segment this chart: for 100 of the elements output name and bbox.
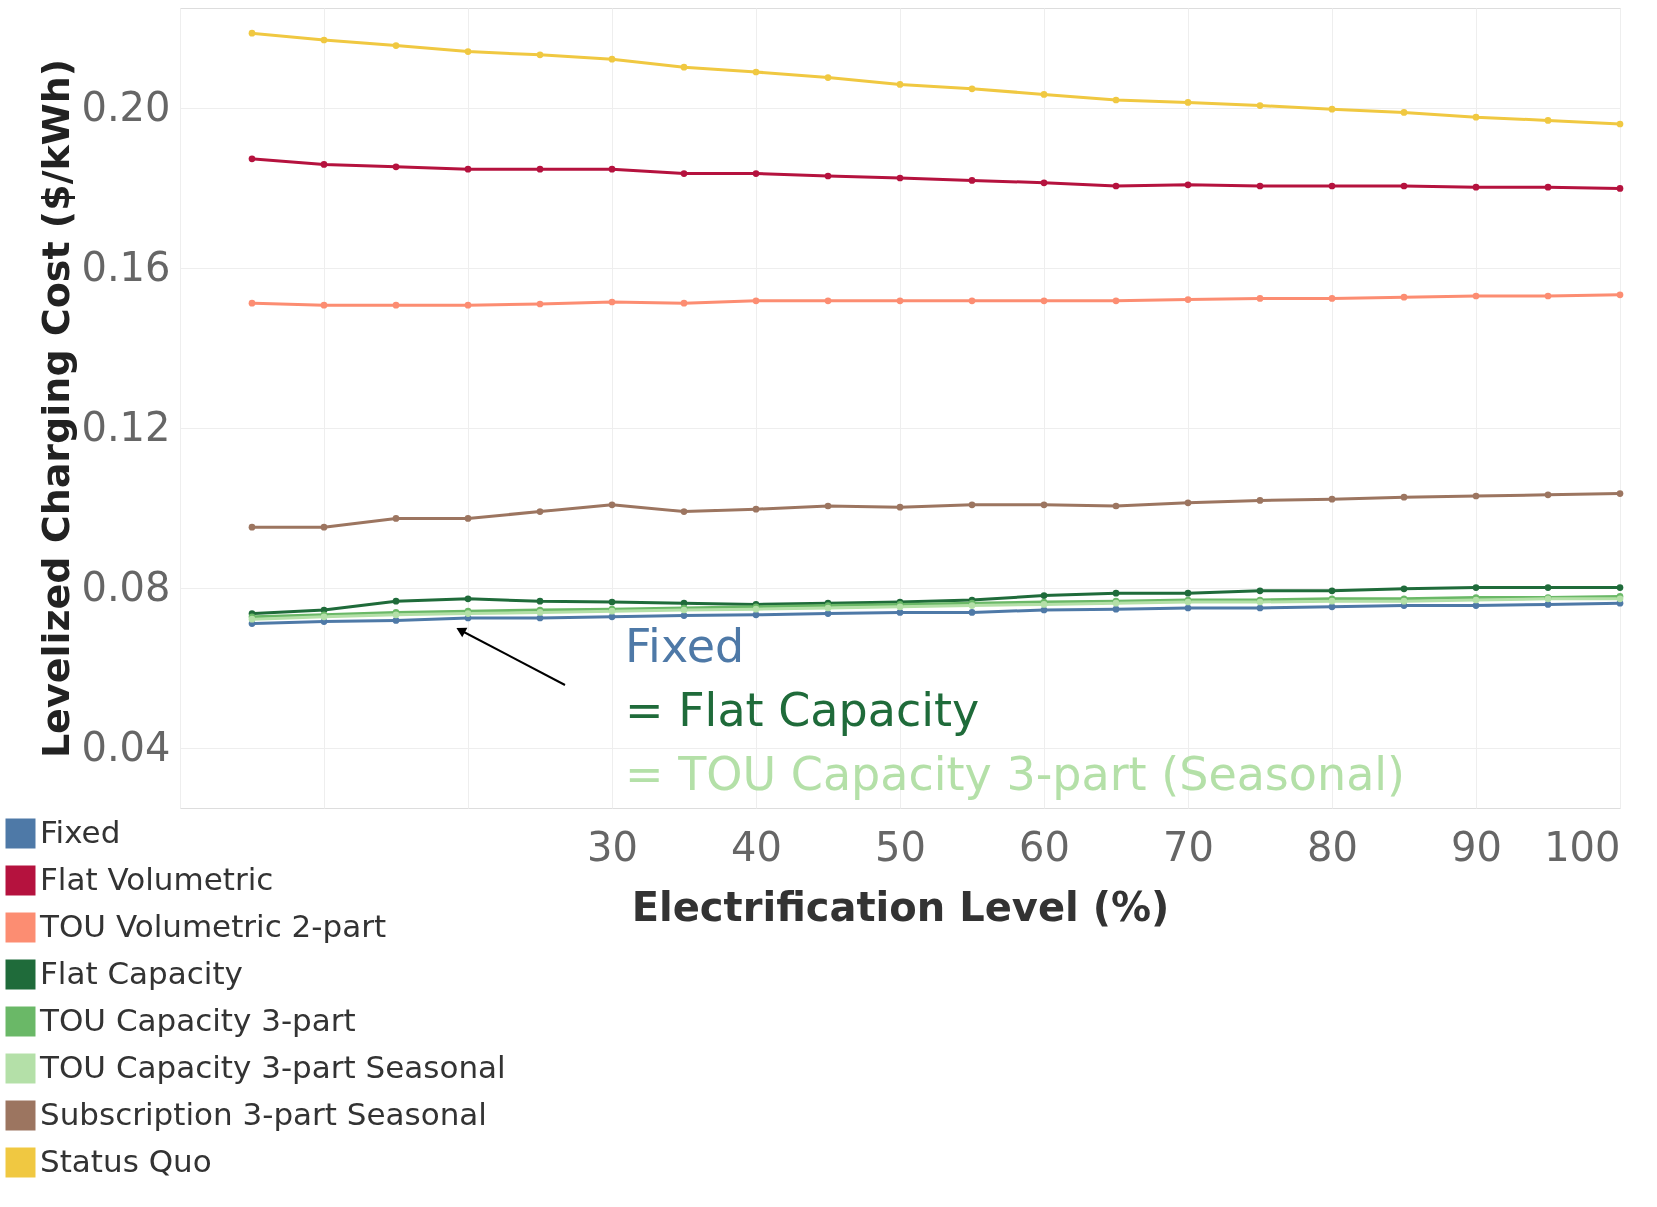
point	[1112, 589, 1120, 597]
point	[1544, 292, 1552, 300]
point	[824, 610, 832, 617]
y-tick-label: 0.20	[81, 83, 171, 130]
point	[1544, 491, 1552, 499]
point	[1256, 295, 1264, 302]
point	[464, 595, 472, 603]
point	[968, 501, 976, 509]
point	[896, 609, 904, 616]
point	[824, 172, 832, 180]
y-tick-label: 0.12	[81, 403, 171, 450]
y-tick-label: 0.04	[81, 723, 171, 770]
point	[1328, 295, 1336, 302]
point	[1112, 96, 1120, 104]
point	[680, 508, 688, 515]
point	[896, 174, 904, 182]
point	[1328, 587, 1336, 595]
point	[1328, 105, 1336, 113]
legend-label: Status Quo	[40, 1142, 212, 1179]
point	[1472, 602, 1480, 609]
point	[320, 301, 328, 309]
point	[608, 501, 616, 509]
point	[1616, 584, 1624, 591]
x-tick-label: 70	[1163, 823, 1214, 870]
point	[608, 55, 616, 63]
point	[1184, 604, 1192, 612]
legend-label: TOU Capacity 3-part	[39, 1001, 356, 1038]
point	[1400, 585, 1408, 593]
point	[824, 502, 832, 510]
point	[536, 300, 544, 308]
point	[1544, 601, 1552, 608]
point	[464, 48, 472, 55]
point	[536, 165, 544, 173]
x-tick-label: 30	[587, 823, 638, 870]
point	[968, 297, 976, 305]
point	[680, 170, 688, 177]
point	[392, 515, 400, 522]
point	[392, 597, 400, 605]
point	[1544, 183, 1552, 191]
point	[464, 515, 472, 522]
point	[896, 81, 904, 88]
annotation: Fixed	[625, 619, 745, 673]
point	[752, 68, 760, 76]
point	[320, 161, 328, 168]
point	[536, 597, 544, 605]
point	[968, 177, 976, 184]
y-tick-label: 0.16	[81, 243, 171, 290]
point	[1616, 291, 1624, 299]
point	[464, 165, 472, 173]
point	[1184, 499, 1192, 507]
point	[536, 51, 544, 59]
point	[392, 42, 400, 49]
point	[1040, 179, 1048, 187]
point	[1256, 182, 1264, 190]
x-tick-label: 100	[1544, 823, 1621, 870]
legend-label: Flat Volumetric	[40, 860, 274, 897]
point	[1328, 603, 1336, 611]
point	[608, 298, 616, 306]
point	[1112, 605, 1120, 613]
point	[1112, 297, 1120, 305]
point	[1040, 501, 1048, 509]
point	[392, 163, 400, 171]
point	[1256, 604, 1264, 612]
point	[248, 29, 256, 37]
point	[1184, 99, 1192, 106]
point	[752, 611, 760, 619]
point	[896, 503, 904, 511]
point	[1328, 495, 1336, 503]
point	[1616, 490, 1624, 497]
point	[680, 299, 688, 307]
point	[1472, 584, 1480, 591]
point	[680, 612, 688, 619]
point	[1400, 293, 1408, 301]
point	[1328, 182, 1336, 190]
point	[1616, 120, 1624, 128]
y-tick-label: 0.08	[81, 563, 171, 610]
point	[752, 170, 760, 177]
point	[824, 297, 832, 305]
point	[1472, 492, 1480, 500]
point	[608, 165, 616, 173]
x-tick-label: 80	[1307, 823, 1358, 870]
point	[1400, 182, 1408, 190]
point	[752, 505, 760, 513]
legend-label: Fixed	[40, 813, 121, 850]
point	[1256, 587, 1264, 595]
point	[1400, 493, 1408, 501]
point	[1616, 185, 1624, 192]
point	[1040, 91, 1048, 98]
point	[248, 523, 256, 531]
legend-label: TOU Capacity 3-part Seasonal	[39, 1048, 506, 1085]
point	[1184, 296, 1192, 303]
y-axis-title: Levelized Charging Cost ($/kWh)	[34, 58, 79, 759]
point	[1184, 589, 1192, 597]
point	[464, 301, 472, 309]
legend-label: Subscription 3-part Seasonal	[40, 1095, 487, 1132]
legend-label: TOU Volumetric 2-part	[39, 907, 387, 944]
annotation: = TOU Capacity 3-part (Seasonal)	[625, 747, 1406, 801]
point	[1472, 292, 1480, 300]
point	[824, 74, 832, 81]
annotation: = Flat Capacity	[625, 683, 980, 737]
